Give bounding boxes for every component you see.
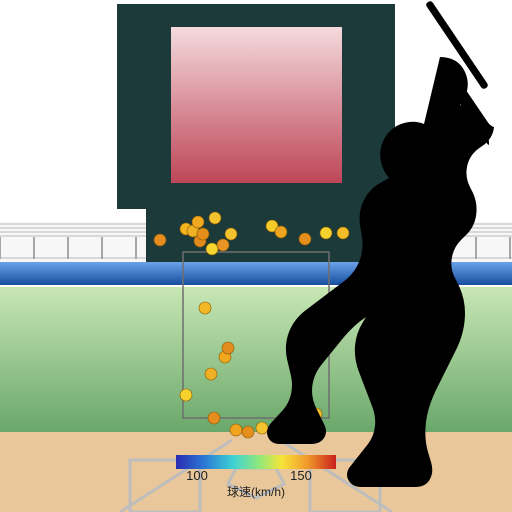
legend-gradient: [176, 455, 336, 469]
pitch-marker: [242, 426, 254, 438]
pitch-marker: [192, 216, 204, 228]
legend-tick: 100: [186, 468, 208, 483]
legend-label: 球速(km/h): [227, 485, 285, 499]
pitch-marker: [217, 239, 229, 251]
pitch-marker: [299, 233, 311, 245]
pitch-marker: [337, 227, 349, 239]
pitch-marker: [320, 227, 332, 239]
pitch-marker: [205, 368, 217, 380]
pitch-marker: [222, 342, 234, 354]
pitch-marker: [230, 424, 242, 436]
pitch-marker: [256, 422, 268, 434]
legend-tick: 150: [290, 468, 312, 483]
pitch-marker: [225, 228, 237, 240]
pitch-marker: [208, 412, 220, 424]
scoreboard-screen: [171, 27, 342, 183]
scoreboard-pillar: [146, 209, 366, 262]
pitch-marker: [206, 243, 218, 255]
pitch-marker: [180, 389, 192, 401]
infield-dirt: [0, 432, 512, 512]
pitch-marker: [154, 234, 166, 246]
pitch-marker: [197, 228, 209, 240]
pitch-marker: [209, 212, 221, 224]
pitch-marker: [199, 302, 211, 314]
pitch-marker: [275, 226, 287, 238]
pitch-location-chart: 100 150 球速(km/h): [0, 0, 512, 512]
